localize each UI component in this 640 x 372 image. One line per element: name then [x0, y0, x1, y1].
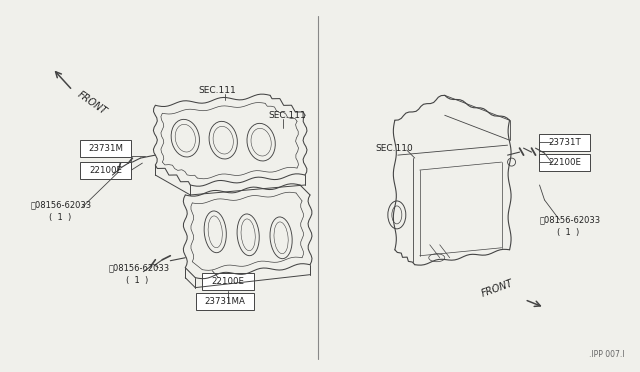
Text: SEC.111: SEC.111 — [198, 86, 236, 95]
Bar — [79, 140, 131, 157]
Text: 22100E: 22100E — [89, 166, 122, 174]
Text: 23731T: 23731T — [548, 138, 581, 147]
Text: 22100E: 22100E — [212, 277, 244, 286]
Text: 22100E: 22100E — [548, 158, 581, 167]
Text: 23731MA: 23731MA — [205, 297, 246, 306]
Text: ⒱08156-62033: ⒱08156-62033 — [540, 215, 601, 224]
Text: 23731M: 23731M — [88, 144, 123, 153]
Text: SEC.110: SEC.110 — [375, 144, 413, 153]
Text: ⒱08156-62033: ⒱08156-62033 — [31, 201, 92, 209]
Text: (  1  ): ( 1 ) — [557, 228, 580, 237]
Bar — [538, 154, 591, 170]
Bar — [79, 161, 131, 179]
Text: FRONT: FRONT — [76, 89, 109, 116]
Bar — [538, 134, 591, 151]
Bar — [196, 293, 254, 310]
Text: SEC.111: SEC.111 — [268, 111, 306, 120]
Text: ⒱08156-62033: ⒱08156-62033 — [108, 263, 170, 272]
Text: .IPP 007.I: .IPP 007.I — [589, 350, 625, 359]
Text: (  1  ): ( 1 ) — [127, 276, 148, 285]
Text: FRONT: FRONT — [480, 279, 515, 299]
Bar — [202, 273, 254, 290]
Text: (  1  ): ( 1 ) — [49, 214, 71, 222]
